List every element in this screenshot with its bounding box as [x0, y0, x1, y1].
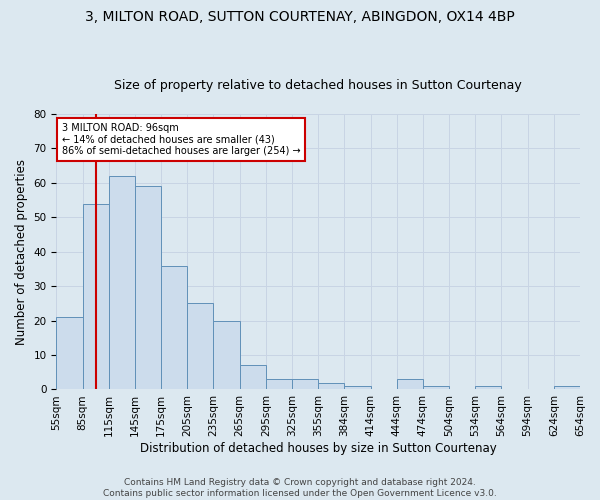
Bar: [318, 382, 344, 390]
Bar: [266, 379, 292, 390]
Text: 3 MILTON ROAD: 96sqm
← 14% of detached houses are smaller (43)
86% of semi-detac: 3 MILTON ROAD: 96sqm ← 14% of detached h…: [62, 122, 300, 156]
Text: 3, MILTON ROAD, SUTTON COURTENAY, ABINGDON, OX14 4BP: 3, MILTON ROAD, SUTTON COURTENAY, ABINGD…: [85, 10, 515, 24]
Bar: [214, 320, 239, 390]
Bar: [56, 317, 83, 390]
Bar: [292, 379, 318, 390]
Bar: [239, 366, 266, 390]
Bar: [475, 386, 502, 390]
Bar: [187, 304, 214, 390]
Bar: [161, 266, 187, 390]
Bar: [109, 176, 135, 390]
Text: Contains HM Land Registry data © Crown copyright and database right 2024.
Contai: Contains HM Land Registry data © Crown c…: [103, 478, 497, 498]
Bar: [397, 379, 423, 390]
Bar: [423, 386, 449, 390]
Bar: [344, 386, 371, 390]
Bar: [135, 186, 161, 390]
Y-axis label: Number of detached properties: Number of detached properties: [15, 158, 28, 344]
Title: Size of property relative to detached houses in Sutton Courtenay: Size of property relative to detached ho…: [115, 79, 522, 92]
Bar: [554, 386, 580, 390]
Bar: [83, 204, 109, 390]
X-axis label: Distribution of detached houses by size in Sutton Courtenay: Distribution of detached houses by size …: [140, 442, 497, 455]
